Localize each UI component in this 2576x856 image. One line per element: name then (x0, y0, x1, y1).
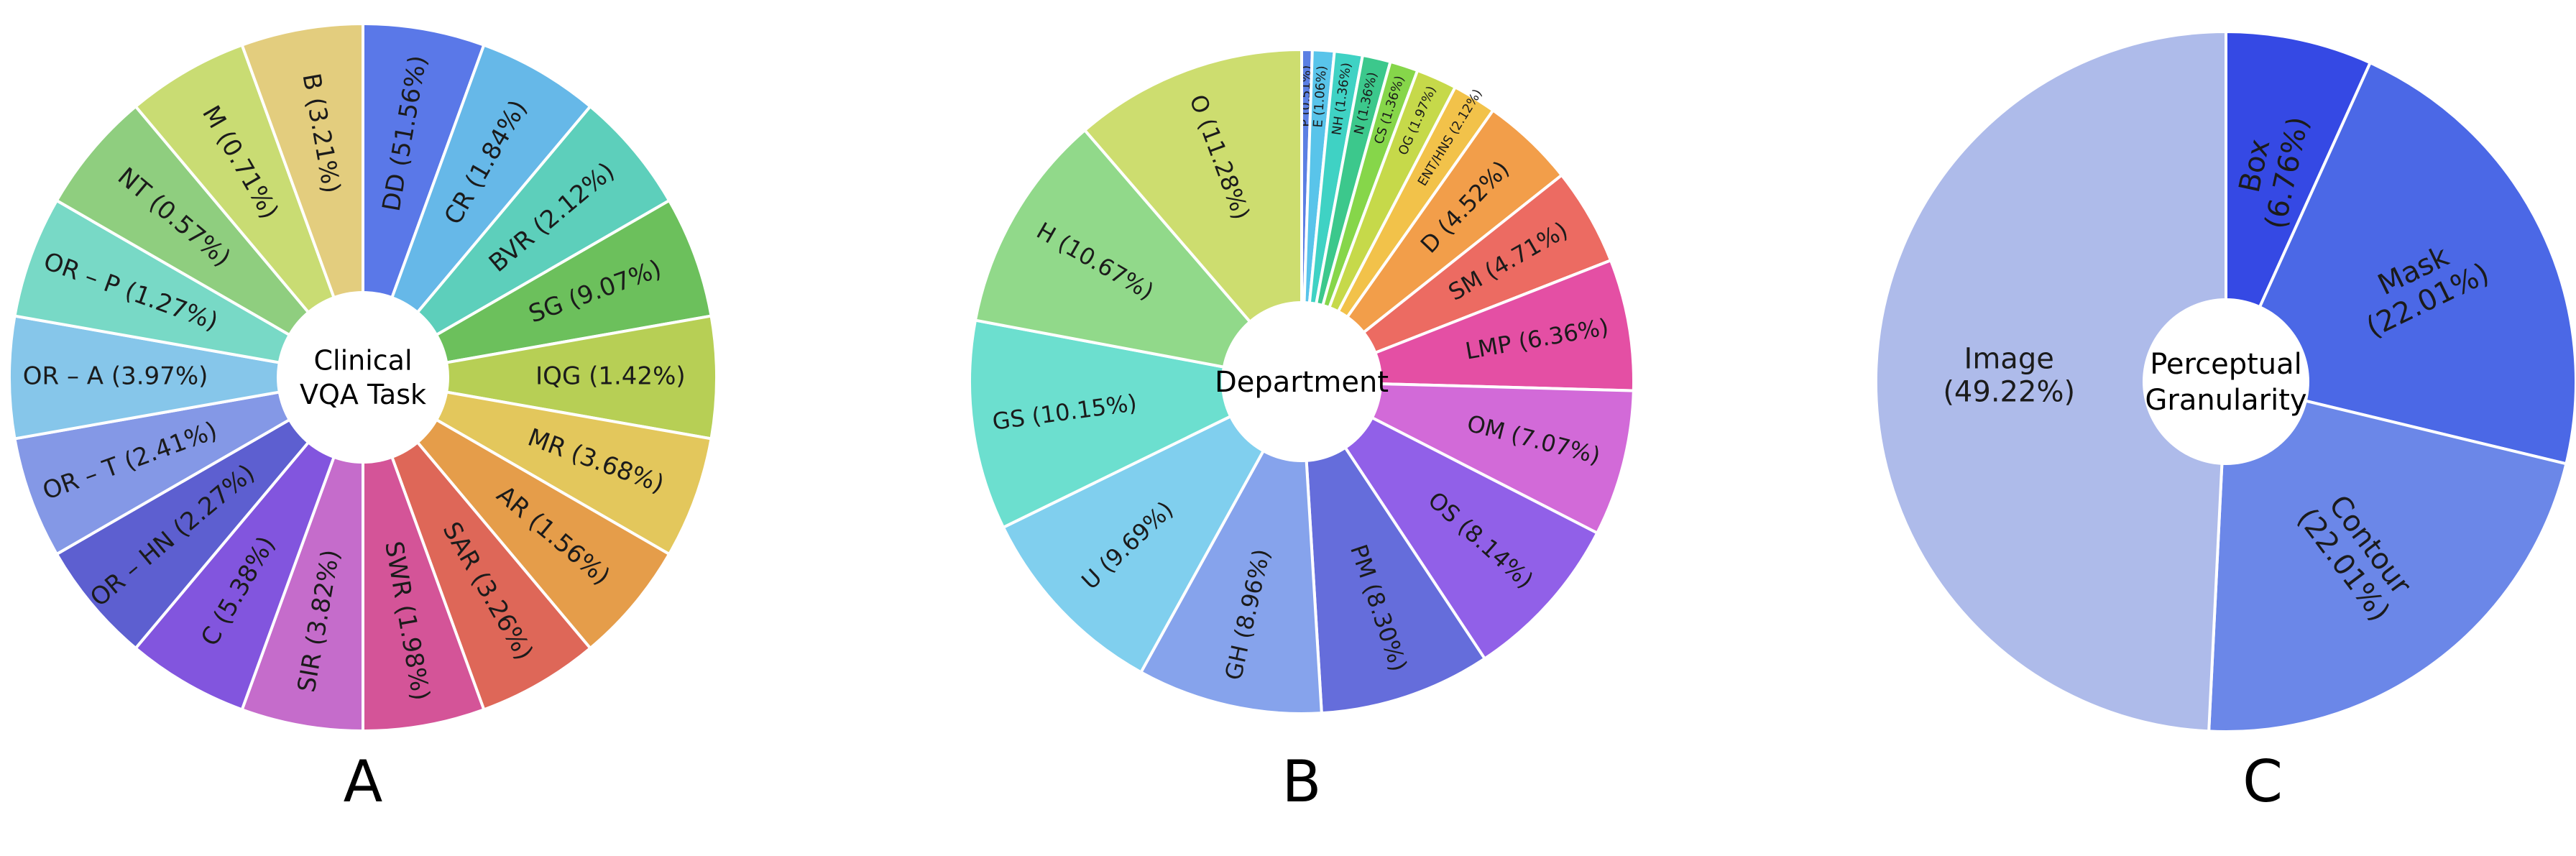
pie-slice-iqg (362, 314, 719, 441)
slice-label-or-a: OR – A (3.97%) (23, 362, 208, 391)
center-label-line: Department (1215, 366, 1389, 399)
pie-slice-os (1297, 377, 1599, 661)
panel-label-c: C (2242, 748, 2283, 815)
pie-slice-gs (968, 318, 1307, 530)
center-label-a: Clinical VQA Task (300, 345, 426, 411)
pie-slice-or-p (13, 198, 364, 379)
pie-slice-h (973, 128, 1306, 385)
pie-slice-or-hn (55, 376, 364, 650)
pie-slice-cr (362, 43, 593, 379)
pie-slice-pm (1300, 376, 1487, 715)
panel-a: DD (51.56%) CR (1.84%)BVR (2.12%)SG (9.07… (7, 22, 719, 815)
center-label-line: Perceptual (2150, 348, 2302, 381)
panel-label-b: B (1282, 748, 1322, 815)
donut-hole (2143, 298, 2309, 465)
pie-slice-dd (362, 22, 486, 378)
pie-slice-sg (362, 198, 713, 379)
pie-slice-or-a (7, 314, 364, 441)
pie-slice-mr (362, 376, 713, 556)
center-label-line: Granularity (2145, 384, 2306, 417)
pie-slice-sir (240, 377, 364, 733)
pie-slice-gh (1138, 377, 1323, 715)
pie-slice-swr (362, 377, 486, 733)
panel-label-a: A (344, 748, 383, 815)
pie-chart-department: P (0.51%)E (1.06%) NH (1.36%)N (1.36%)CS … (968, 47, 1635, 715)
pie-slice-contour (2207, 379, 2568, 733)
pie-slice-sar (362, 376, 593, 712)
pie-slice-or-t (13, 376, 364, 556)
pie-chart-perceptual-granularity: Box(6.76%)Mask(22.01%)Contour(22.01%)Ima… (1874, 29, 2576, 733)
slice-label-iqg: IQG (1.42%) (535, 362, 685, 391)
pie-slice-ar (362, 376, 671, 650)
pie-slice-u (1001, 378, 1305, 675)
pie-slice-image (1874, 29, 2227, 733)
pie-slice-nt (55, 104, 364, 379)
center-label-line: VQA Task (300, 379, 426, 410)
pie-slice-b (240, 22, 364, 378)
center-label-line: Clinical (313, 345, 412, 377)
pie-slice-om (1301, 380, 1635, 535)
slice-label-image: Image (49.22%) (1943, 343, 2075, 409)
donut-hole (277, 291, 449, 464)
pie-slice-box (2225, 29, 2373, 382)
donut-hole (1221, 301, 1382, 462)
pie-chart-clinical-vqa-task: DD (51.56%) CR (1.84%)BVR (2.12%)SG (9.07… (7, 22, 719, 733)
pie-slice-lmp (1301, 258, 1635, 392)
pie-slice-mask (2224, 60, 2576, 466)
pie-slice-m (133, 43, 364, 379)
panel-b: P (0.51%)E (1.06%) NH (1.36%)N (1.36%)CS … (968, 47, 1635, 815)
pie-slice-c (133, 376, 364, 712)
pie-slice-bvr (362, 104, 671, 379)
pie-slice-o (1082, 47, 1303, 386)
panel-c: Box(6.76%)Mask(22.01%)Contour(22.01%)Ima… (1874, 29, 2576, 815)
center-label-c: Perceptual Granularity (2145, 348, 2306, 417)
center-label-b: Department (1215, 366, 1389, 399)
